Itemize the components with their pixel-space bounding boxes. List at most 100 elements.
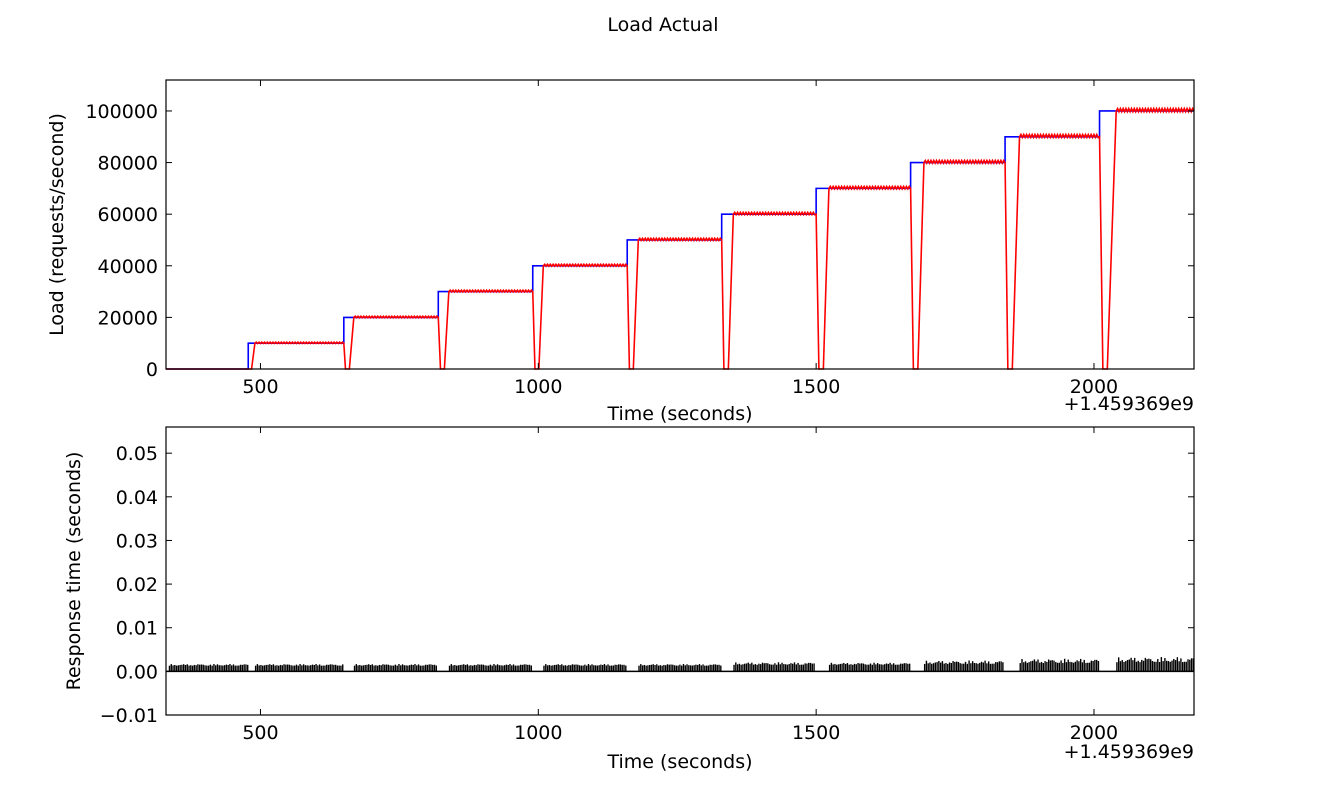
- response-time-bar: [776, 664, 778, 672]
- response-time-bar: [638, 665, 640, 672]
- response-time-bar: [936, 662, 938, 672]
- response-time-bar: [1092, 661, 1094, 672]
- response-time-bar: [614, 664, 616, 672]
- response-time-bar: [360, 665, 363, 672]
- response-time-bar: [297, 665, 299, 672]
- response-time-bar: [1167, 661, 1170, 672]
- response-time-bar: [263, 665, 266, 672]
- response-time-bar: [426, 664, 429, 672]
- response-time-bar: [530, 665, 533, 672]
- response-time-bar: [763, 663, 765, 672]
- response-time-bar: [693, 665, 695, 672]
- response-time-bar: [987, 661, 990, 672]
- response-time-bar: [641, 665, 644, 672]
- response-time-bar: [714, 664, 717, 672]
- response-time-bar: [839, 663, 841, 672]
- response-time-bar: [466, 664, 469, 672]
- response-time-bar: [493, 663, 495, 672]
- response-time-bar: [566, 665, 568, 672]
- response-time-bar: [1074, 661, 1077, 672]
- response-time-bar: [661, 665, 663, 672]
- response-time-bar: [511, 665, 513, 672]
- response-time-ytick-label: 0.05: [116, 443, 158, 465]
- response-time-bar: [767, 663, 769, 672]
- response-time-bar: [364, 664, 366, 672]
- response-time-bar: [414, 664, 416, 672]
- response-time-bar: [1189, 659, 1191, 672]
- response-time-bar: [1071, 662, 1073, 672]
- response-time-bar: [318, 664, 321, 672]
- response-time-bar: [450, 664, 453, 672]
- response-time-chart-frame: [165, 426, 1195, 716]
- response-time-bar: [761, 662, 764, 672]
- response-time-bar: [215, 665, 217, 672]
- response-time-bar: [1173, 658, 1175, 672]
- response-time-bar: [286, 664, 289, 672]
- response-time-bar: [317, 665, 319, 672]
- response-time-bar: [582, 665, 584, 672]
- response-time-bar: [1097, 661, 1100, 672]
- response-time-bar: [939, 662, 942, 672]
- response-time-bar: [811, 663, 813, 672]
- response-time-bar: [1076, 660, 1078, 672]
- response-time-bar: [384, 664, 386, 672]
- response-time-bar: [168, 665, 171, 672]
- response-time-bar: [1046, 661, 1048, 672]
- response-time-bar: [673, 665, 676, 672]
- response-time-bar: [234, 665, 236, 672]
- response-time-bar: [598, 665, 600, 672]
- response-time-bar: [274, 665, 276, 672]
- response-time-bar: [709, 664, 711, 672]
- response-time-chart: 500 1000 1500 2000 −0.01 0.00 0.01 0.02 0.03 0.04…: [63, 426, 1195, 773]
- response-time-bar: [1083, 659, 1085, 672]
- response-time-bar: [688, 665, 690, 672]
- response-time-bar: [1000, 661, 1002, 672]
- response-time-bar: [484, 665, 486, 672]
- load-actual-series-line: [166, 106, 1195, 370]
- response-time-bar: [957, 661, 960, 672]
- response-time-bar: [324, 665, 326, 672]
- response-time-bar: [1125, 661, 1127, 672]
- response-time-bar: [190, 665, 192, 672]
- response-time-bar: [206, 665, 208, 672]
- response-time-bar: [995, 662, 997, 672]
- response-time-bar: [607, 664, 609, 672]
- response-time-bar: [765, 663, 767, 672]
- response-time-bar: [1135, 661, 1138, 672]
- response-time-bar: [1126, 659, 1129, 672]
- response-time-bar: [186, 664, 188, 672]
- response-time-bar: [496, 664, 499, 672]
- response-time-bar: [507, 664, 509, 672]
- response-time-bar: [313, 664, 315, 672]
- response-time-bar: [670, 664, 672, 672]
- response-time-bar: [503, 665, 506, 672]
- response-time-bar: [333, 664, 335, 672]
- response-time-bar: [1185, 661, 1187, 672]
- response-time-bar: [245, 664, 247, 672]
- response-time-bar: [855, 664, 857, 672]
- response-time-bar: [238, 665, 240, 672]
- load-chart-ticks: 500 1000 1500 20000200004000060000800001000…: [85, 80, 1194, 398]
- response-time-bar: [979, 662, 981, 672]
- response-time-bar: [927, 663, 929, 672]
- response-time-bar: [663, 664, 665, 672]
- response-time-bar: [416, 665, 418, 672]
- response-time-bar: [896, 664, 898, 672]
- response-time-bar: [299, 663, 301, 672]
- response-time-bar: [1037, 659, 1039, 672]
- response-time-bar: [200, 664, 203, 672]
- response-time-bar: [204, 665, 206, 672]
- response-time-bar: [1030, 661, 1032, 672]
- response-time-bar: [491, 665, 493, 672]
- load-xtick-label: 1000: [514, 376, 562, 398]
- response-time-bar: [880, 664, 882, 672]
- response-time-bar: [603, 664, 606, 672]
- response-time-bar: [596, 665, 599, 672]
- response-time-bar: [394, 664, 397, 672]
- response-time-bar: [419, 665, 421, 672]
- response-time-bar: [752, 664, 755, 672]
- response-time-bar: [170, 664, 172, 672]
- response-time-bar: [884, 664, 886, 672]
- response-time-bar: [682, 663, 685, 672]
- response-time-bar: [668, 664, 670, 672]
